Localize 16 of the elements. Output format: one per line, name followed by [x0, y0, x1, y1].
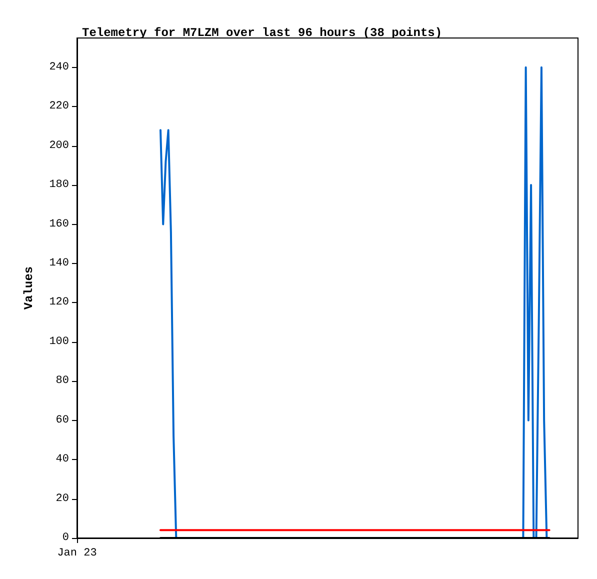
chart-title: Telemetry for M7LZM over last 96 hours (38 points): [82, 26, 442, 40]
y-tick-label: 160: [49, 218, 69, 230]
y-tick-label: 80: [56, 375, 69, 388]
y-tick-label: 20: [56, 492, 69, 505]
y-tick-label: 180: [49, 179, 69, 192]
y-tick-label: 60: [56, 414, 69, 426]
y-tick-label: 240: [49, 61, 69, 74]
y-axis-title: Values: [22, 266, 36, 310]
y-tick-label: 220: [49, 100, 69, 113]
x-tick-label: Jan 23: [57, 548, 97, 560]
y-tick-label: 200: [49, 140, 69, 152]
y-tick-label: 0: [62, 532, 69, 544]
y-tick-label: 100: [49, 336, 69, 348]
y-tick-label: 40: [56, 454, 69, 466]
y-tick-label: 120: [49, 296, 69, 309]
y-tick-label: 140: [49, 257, 69, 270]
